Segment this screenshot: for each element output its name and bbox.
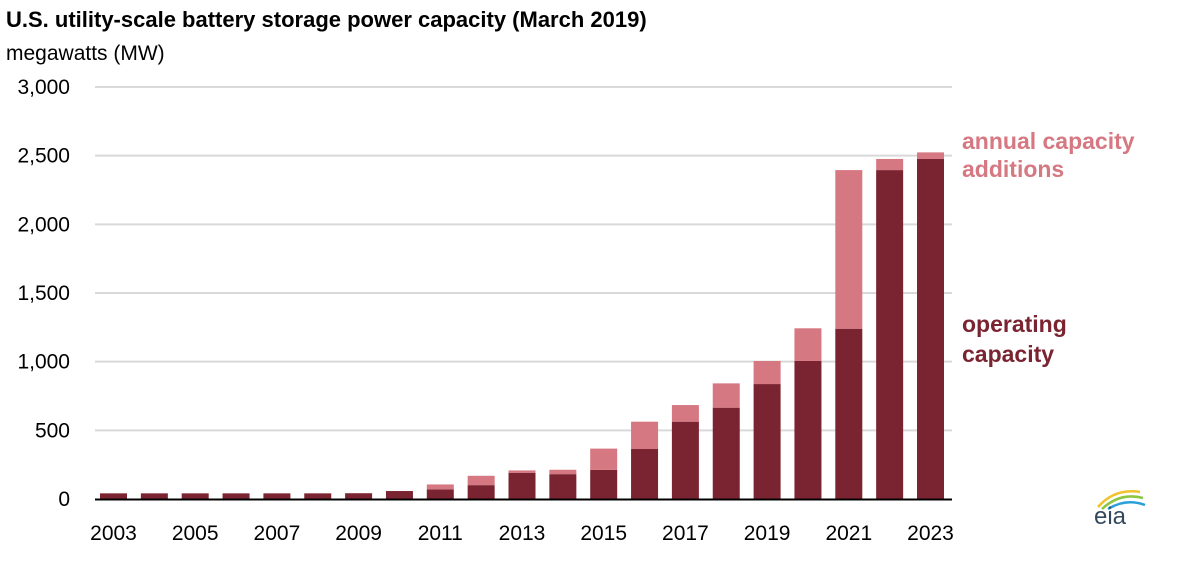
x-tick-label: 2021 xyxy=(825,522,872,545)
eia-logo: eia xyxy=(1094,491,1145,530)
y-tick-label: 2,000 xyxy=(17,213,70,236)
svg-text:eia: eia xyxy=(1094,503,1127,530)
x-tick-label: 2017 xyxy=(662,522,709,545)
bar-additions-2022 xyxy=(876,159,903,170)
bar-additions-2016 xyxy=(631,422,658,449)
bar-operating-2011 xyxy=(427,489,454,499)
bar-additions-2014 xyxy=(549,470,576,474)
x-tick-label: 2005 xyxy=(172,522,219,545)
bar-additions-2012 xyxy=(468,476,495,485)
bar-operating-2003 xyxy=(100,494,127,499)
bar-additions-2015 xyxy=(590,449,617,470)
bar-operating-2004 xyxy=(141,494,168,499)
bar-operating-2017 xyxy=(672,422,699,499)
bar-additions-2013 xyxy=(509,470,536,472)
x-tick-label: 2009 xyxy=(335,522,382,545)
bar-operating-2010 xyxy=(386,491,413,499)
x-axis-ticks: 2003 2005 2007 2009 2011 2013 2015 2017 2019 2021… xyxy=(90,522,954,545)
bar-additions-2011 xyxy=(427,484,454,489)
bar-operating-2012 xyxy=(468,485,495,499)
bar-operating-2006 xyxy=(223,494,250,499)
y-tick-label: 0 xyxy=(58,488,70,511)
bar-operating-2022 xyxy=(876,170,903,499)
chart-title: U.S. utility-scale battery storage power… xyxy=(6,7,647,32)
bar-operating-2015 xyxy=(590,470,617,499)
bar-operating-2018 xyxy=(713,408,740,499)
bar-operating-2016 xyxy=(631,449,658,499)
bar-operating-2009 xyxy=(345,493,372,499)
y-tick-label: 3,000 xyxy=(17,76,70,99)
gridlines xyxy=(95,87,952,430)
bar-operating-2007 xyxy=(263,494,290,499)
y-axis-ticks: 0 500 1,000 1,500 2,000 2,500 3,000 xyxy=(17,76,70,511)
x-tick-label: 2003 xyxy=(90,522,137,545)
chart-subtitle: megawatts (MW) xyxy=(6,42,165,65)
bar-operating-2021 xyxy=(835,329,862,499)
x-tick-label: 2013 xyxy=(499,522,546,545)
bar-operating-2008 xyxy=(304,494,331,499)
bar-additions-2023 xyxy=(917,152,944,159)
bar-operating-2005 xyxy=(182,494,209,499)
bar-operating-2023 xyxy=(917,159,944,499)
x-tick-label: 2023 xyxy=(907,522,954,545)
bar-operating-2014 xyxy=(549,474,576,499)
bar-additions-2021 xyxy=(835,170,862,329)
bar-additions-2018 xyxy=(713,383,740,407)
x-tick-label: 2019 xyxy=(744,522,791,545)
bar-additions-2019 xyxy=(754,361,781,384)
bar-operating-2013 xyxy=(509,473,536,499)
bar-additions-2017 xyxy=(672,405,699,422)
x-tick-label: 2015 xyxy=(580,522,627,545)
bar-operating-2019 xyxy=(754,384,781,499)
bars xyxy=(100,152,944,499)
x-tick-label: 2007 xyxy=(254,522,301,545)
y-tick-label: 1,500 xyxy=(17,282,70,305)
bar-additions-2020 xyxy=(794,328,821,361)
y-tick-label: 500 xyxy=(35,419,70,442)
y-tick-label: 1,000 xyxy=(17,351,70,374)
bar-operating-2020 xyxy=(794,361,821,499)
x-tick-label: 2011 xyxy=(418,522,463,545)
y-tick-label: 2,500 xyxy=(17,145,70,168)
